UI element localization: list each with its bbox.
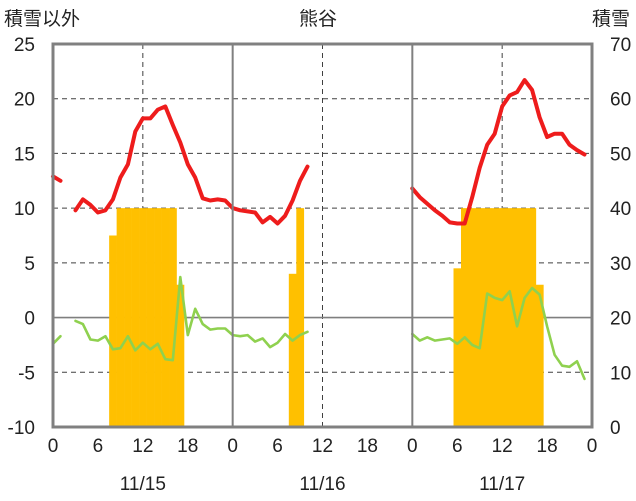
- right-y-tick-label: 0: [610, 418, 621, 439]
- x-hour-tick-label: 12: [132, 436, 153, 457]
- left-y-tick-label: -10: [8, 418, 35, 439]
- snow-depth-bar: [124, 208, 132, 427]
- snow-depth-bar: [296, 208, 305, 427]
- x-hour-tick-label: 12: [312, 436, 333, 457]
- lines-layer: [51, 78, 587, 381]
- day-label: 11/16: [299, 474, 345, 495]
- x-hour-tick-label: 0: [587, 436, 598, 457]
- snow-depth-bar: [176, 284, 185, 427]
- secondary-line: [74, 275, 309, 362]
- secondary-line: [410, 286, 586, 381]
- plot-frame: [51, 42, 594, 429]
- x-hour-tick-label: 0: [407, 436, 418, 457]
- snow-depth-bar: [161, 208, 170, 427]
- snow-depth-bar: [169, 208, 177, 427]
- snow-depth-bar: [116, 208, 125, 427]
- right-y-tick-label: 50: [610, 144, 631, 165]
- x-hour-tick-label: 6: [93, 436, 104, 457]
- left-y-tick-label: -5: [18, 363, 35, 384]
- snow-depth-bar: [528, 208, 537, 427]
- left-y-tick-label: 20: [14, 90, 35, 111]
- x-hour-tick-label: 18: [537, 436, 558, 457]
- x-hour-tick-label: 6: [452, 436, 463, 457]
- left-y-tick-label: 15: [14, 144, 35, 165]
- snow-depth-bar: [460, 208, 469, 427]
- snow-depth-bar: [505, 208, 514, 427]
- right-axis-title: 積雪: [591, 9, 630, 30]
- temperature-line: [410, 78, 587, 226]
- snow-depth-bar: [109, 235, 117, 427]
- snow-depth-bar: [475, 208, 484, 427]
- x-hour-tick-label: 6: [272, 436, 283, 457]
- right-y-tick-label: 10: [610, 363, 631, 384]
- snow-depth-bar: [453, 268, 462, 427]
- right-y-tick-label: 40: [610, 199, 631, 220]
- x-hour-tick-label: 18: [357, 436, 378, 457]
- x-hour-tick-label: 12: [492, 436, 513, 457]
- snow-depth-bar: [468, 208, 477, 427]
- left-y-tick-label: 10: [14, 199, 35, 220]
- left-y-tick-label: 25: [14, 35, 35, 56]
- day-label: 11/15: [120, 474, 166, 495]
- snow-depth-bar: [490, 208, 499, 427]
- snow-depth-bar: [146, 208, 155, 427]
- frame-layer: [51, 42, 594, 429]
- left-axis-title: 積雪以外: [4, 9, 81, 30]
- snow-depth-bar: [520, 208, 529, 427]
- snow-depth-bar: [513, 208, 522, 427]
- temperature-line: [73, 104, 310, 226]
- snow-depth-bar: [483, 208, 492, 427]
- snow-depth-bar: [535, 284, 544, 427]
- x-hour-tick-label: 0: [227, 436, 238, 457]
- x-hour-tick-label: 0: [48, 436, 59, 457]
- snow-depth-bar: [288, 273, 297, 427]
- left-y-tick-label: 5: [24, 254, 35, 275]
- snow-depth-bar: [154, 208, 162, 427]
- right-y-tick-label: 20: [610, 309, 631, 330]
- chart-title: 熊谷: [298, 9, 337, 30]
- left-y-tick-label: 0: [24, 309, 35, 330]
- snow-depth-bar: [131, 208, 140, 427]
- right-y-tick-label: 70: [610, 35, 631, 56]
- x-hour-tick-label: 18: [177, 436, 198, 457]
- snow-depth-bar: [139, 208, 147, 427]
- day-label: 11/17: [479, 474, 525, 495]
- right-y-tick-label: 60: [610, 90, 631, 111]
- snow-bars-layer: [109, 208, 544, 427]
- snow-depth-bar: [498, 208, 507, 427]
- right-y-tick-label: 30: [610, 254, 631, 275]
